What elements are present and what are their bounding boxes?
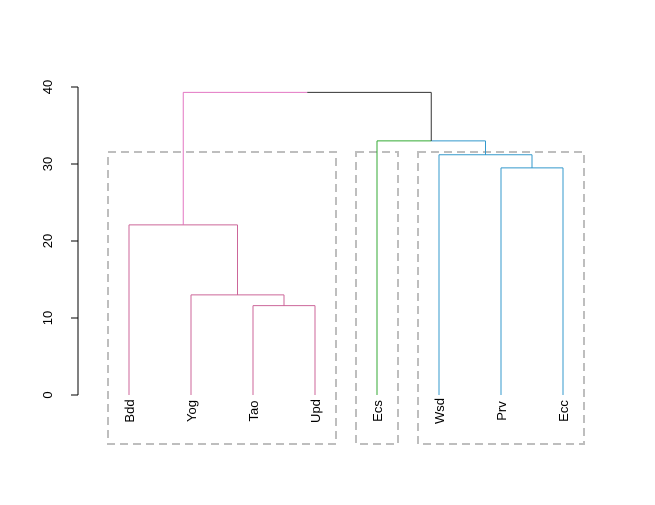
leaf-label: Wsd <box>432 398 447 424</box>
cluster-box <box>107 151 337 445</box>
y-axis: 0 10 20 30 40 <box>40 80 79 399</box>
leaf-label: Upd <box>308 399 323 423</box>
cluster-boxes <box>107 151 585 445</box>
leaf-label: Bdd <box>122 399 137 422</box>
y-tick-label: 10 <box>40 311 55 325</box>
leaf-label: Ecc <box>556 400 571 422</box>
leaf-labels: Bdd Yog Tao Upd Ecs Wsd Prv Ecc <box>122 398 571 424</box>
leaf-label: Yog <box>184 400 199 422</box>
cluster-box <box>417 151 585 445</box>
y-tick-label: 0 <box>40 391 55 398</box>
leaf-label: Prv <box>494 401 509 421</box>
y-tick-label: 20 <box>40 234 55 248</box>
leaf-label: Ecs <box>370 400 385 422</box>
leaf-label: Tao <box>246 401 261 422</box>
y-tick-label: 30 <box>40 157 55 171</box>
dendrogram-links <box>128 91 564 395</box>
y-tick-label: 40 <box>40 80 55 94</box>
